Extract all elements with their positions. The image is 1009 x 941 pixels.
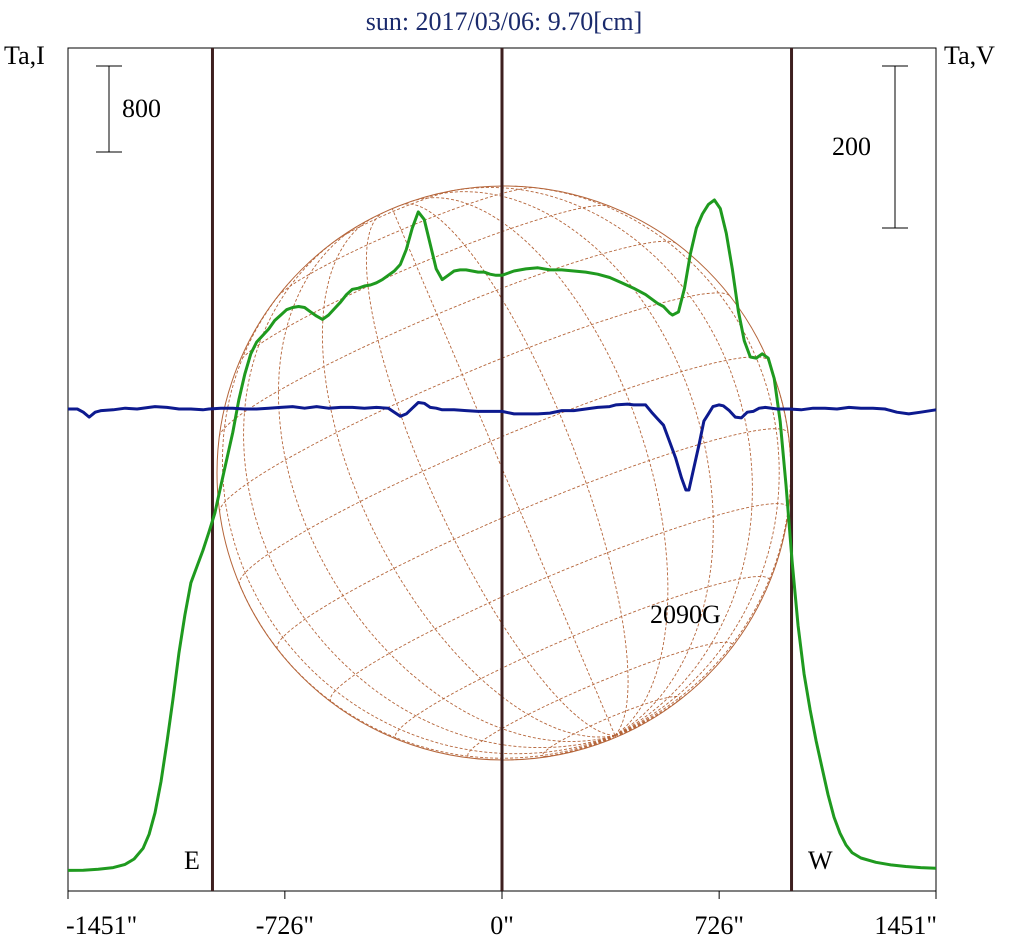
latitude-line [329,503,790,703]
longitude-line [221,280,616,755]
longitude-line [391,208,616,736]
left-scale-bar [96,65,122,153]
longitude-line [410,197,669,736]
right-axis-label: Ta,V [944,41,995,70]
left-axis-label: Ta,I [4,41,45,70]
longitude-line [243,237,616,749]
latitude-line [238,356,769,585]
series-group [67,198,937,872]
x-tick-label: -1451" [66,911,137,940]
latitude-line [542,695,681,758]
latitude-line [276,428,789,650]
latitude-line [277,187,535,297]
latitude-line [334,189,456,242]
polarization-series-line [68,401,937,492]
chart-title: sun: 2017/03/06: 9.70[cm] [366,7,643,36]
longitude-line [614,730,630,736]
x-axis: -1451" -726" 0" 726" 1451" [66,891,937,940]
longitude-line [614,735,617,738]
longitude-line [566,734,616,754]
longitude-line [614,671,711,736]
longitude-line [365,212,616,736]
x-tick-label: 0" [490,911,514,940]
left-scale-bar-label: 800 [122,94,161,123]
east-label: E [184,846,200,875]
x-tick-label: 726" [694,911,744,940]
x-tick-label: 1451" [874,911,937,940]
latitude-line [219,292,731,512]
longitude-line [614,361,792,736]
longitude-line [425,191,714,736]
longitude-line [614,712,662,736]
limb-markers [210,48,794,891]
longitude-line [321,216,616,738]
right-scale-bar-label: 200 [832,132,871,161]
longitude-line [277,224,616,742]
x-tick-label: -726" [256,911,314,940]
west-label: W [808,846,833,875]
longitude-line [502,734,616,761]
solar-disk [216,185,792,761]
longitude-line [514,185,780,736]
disk-limb [216,185,792,761]
annotation-label: 2090G [650,600,721,629]
longitude-line [239,584,616,759]
longitude-line [614,733,624,736]
intensity-series-line [67,198,937,872]
latitude-line [238,204,610,363]
right-scale-bar [882,65,908,229]
